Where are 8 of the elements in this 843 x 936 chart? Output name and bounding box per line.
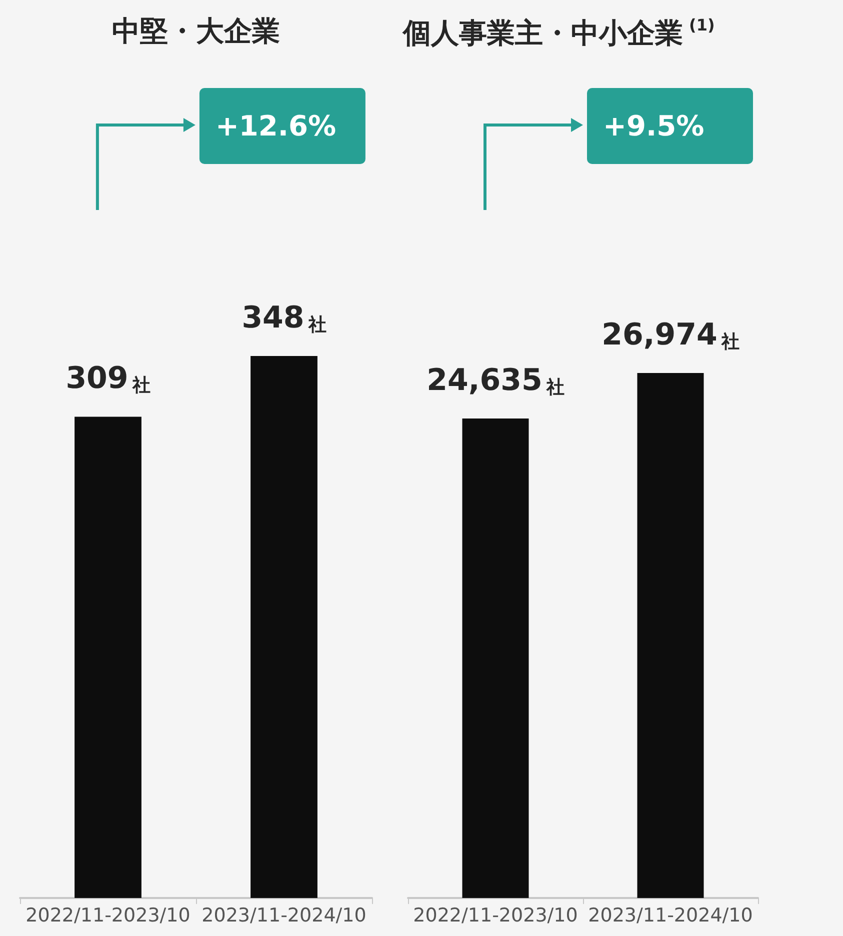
x-tick-label: 2023/11-2024/10 bbox=[588, 904, 753, 926]
x-tick-label: 2022/11-2023/10 bbox=[413, 904, 578, 926]
text: +9.5% bbox=[603, 110, 704, 142]
chart-title: 中堅・大企業 bbox=[112, 14, 280, 48]
x-tick-label: 2023/11-2024/10 bbox=[202, 904, 366, 926]
chart-title: 個人事業主・中小企業(1) bbox=[402, 16, 715, 50]
x-tick-label: 2022/11-2023/10 bbox=[26, 904, 190, 926]
text: +12.6% bbox=[215, 110, 336, 142]
